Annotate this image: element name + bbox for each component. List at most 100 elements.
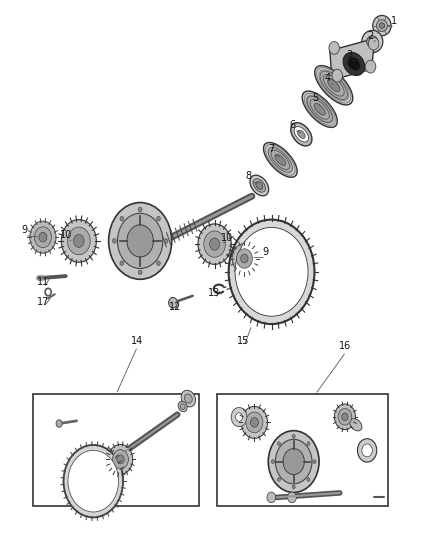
Circle shape <box>313 460 316 463</box>
Circle shape <box>283 449 304 474</box>
Circle shape <box>235 228 308 316</box>
Text: 11: 11 <box>37 278 49 287</box>
Circle shape <box>267 492 276 503</box>
Text: 17: 17 <box>37 297 49 306</box>
Circle shape <box>338 408 352 425</box>
Circle shape <box>39 232 47 242</box>
Circle shape <box>120 216 124 221</box>
Ellipse shape <box>328 79 340 92</box>
Circle shape <box>307 442 310 446</box>
Text: 13: 13 <box>208 288 220 298</box>
Circle shape <box>332 69 343 82</box>
Text: 5: 5 <box>312 93 318 103</box>
Ellipse shape <box>184 394 192 403</box>
Circle shape <box>68 450 119 512</box>
Circle shape <box>292 434 295 438</box>
Circle shape <box>335 404 356 430</box>
Ellipse shape <box>302 91 337 127</box>
Ellipse shape <box>314 103 325 115</box>
Circle shape <box>241 406 268 438</box>
Ellipse shape <box>307 96 332 123</box>
Text: 16: 16 <box>339 342 351 351</box>
Circle shape <box>276 439 312 484</box>
Circle shape <box>288 492 297 503</box>
Text: 15: 15 <box>237 336 249 346</box>
Ellipse shape <box>297 130 305 139</box>
Ellipse shape <box>373 15 391 36</box>
Circle shape <box>342 413 348 421</box>
Circle shape <box>67 227 90 255</box>
Circle shape <box>169 297 177 308</box>
Circle shape <box>362 444 372 457</box>
Text: 10: 10 <box>221 233 233 243</box>
Ellipse shape <box>178 401 187 412</box>
Circle shape <box>292 485 295 489</box>
Circle shape <box>61 220 96 262</box>
Text: 10: 10 <box>60 230 73 239</box>
Ellipse shape <box>256 182 263 189</box>
Text: 8: 8 <box>246 171 252 181</box>
Ellipse shape <box>271 150 290 169</box>
Text: 6: 6 <box>290 120 296 130</box>
Ellipse shape <box>350 419 362 431</box>
Circle shape <box>241 254 248 263</box>
Circle shape <box>246 412 263 433</box>
Circle shape <box>156 261 160 265</box>
Circle shape <box>56 420 62 427</box>
Circle shape <box>329 42 339 54</box>
Ellipse shape <box>376 20 387 31</box>
Text: 9: 9 <box>21 225 27 235</box>
Circle shape <box>113 239 116 243</box>
Ellipse shape <box>369 38 375 45</box>
Bar <box>217 394 388 506</box>
Circle shape <box>198 224 231 264</box>
Ellipse shape <box>291 123 312 146</box>
Ellipse shape <box>268 147 293 173</box>
Text: 2: 2 <box>367 31 373 41</box>
Circle shape <box>138 207 142 212</box>
Ellipse shape <box>315 66 353 105</box>
Circle shape <box>34 227 52 247</box>
Circle shape <box>204 231 226 257</box>
Circle shape <box>30 221 56 253</box>
Ellipse shape <box>253 179 265 192</box>
Circle shape <box>231 407 247 426</box>
Circle shape <box>108 445 133 474</box>
Bar <box>33 394 199 506</box>
Ellipse shape <box>379 23 385 28</box>
Circle shape <box>277 442 280 446</box>
Ellipse shape <box>343 52 365 76</box>
Ellipse shape <box>250 175 268 196</box>
Circle shape <box>210 238 219 250</box>
Circle shape <box>117 455 124 464</box>
Circle shape <box>277 478 280 481</box>
Circle shape <box>120 261 124 265</box>
Circle shape <box>251 418 258 427</box>
Ellipse shape <box>180 403 185 409</box>
Circle shape <box>237 249 252 268</box>
Circle shape <box>271 460 274 463</box>
Circle shape <box>365 60 376 73</box>
Ellipse shape <box>323 75 344 96</box>
Circle shape <box>268 431 319 492</box>
Text: 1: 1 <box>391 17 397 26</box>
Ellipse shape <box>367 36 378 47</box>
Circle shape <box>74 235 84 247</box>
Circle shape <box>156 216 160 221</box>
Ellipse shape <box>362 30 383 53</box>
Circle shape <box>113 450 128 469</box>
Text: 9: 9 <box>262 247 268 257</box>
Circle shape <box>109 203 172 279</box>
Circle shape <box>232 244 257 273</box>
Ellipse shape <box>294 126 308 142</box>
Text: 4: 4 <box>325 73 331 83</box>
Circle shape <box>307 478 310 481</box>
Ellipse shape <box>264 142 297 177</box>
Circle shape <box>229 220 314 324</box>
Polygon shape <box>330 38 375 80</box>
Text: 14: 14 <box>131 336 143 346</box>
Circle shape <box>117 213 163 269</box>
Text: 3: 3 <box>346 50 353 60</box>
Ellipse shape <box>310 99 329 119</box>
Ellipse shape <box>275 155 286 165</box>
